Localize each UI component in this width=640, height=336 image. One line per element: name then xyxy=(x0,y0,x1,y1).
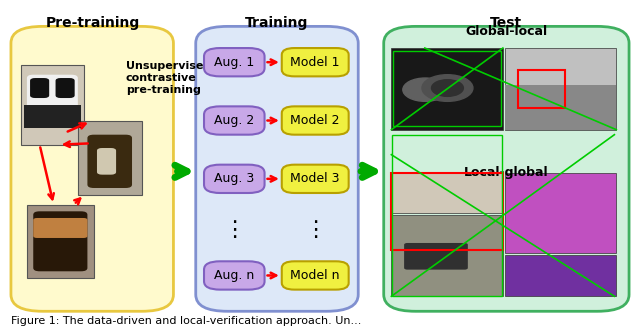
Text: Aug. 3: Aug. 3 xyxy=(214,172,255,185)
FancyBboxPatch shape xyxy=(97,148,116,175)
FancyBboxPatch shape xyxy=(196,27,358,311)
Text: Model 2: Model 2 xyxy=(291,114,340,127)
FancyBboxPatch shape xyxy=(505,255,616,296)
FancyBboxPatch shape xyxy=(24,105,81,128)
Text: Model 1: Model 1 xyxy=(291,56,340,69)
FancyBboxPatch shape xyxy=(384,27,629,311)
Text: Aug. 2: Aug. 2 xyxy=(214,114,255,127)
Text: Model 3: Model 3 xyxy=(291,172,340,185)
FancyBboxPatch shape xyxy=(204,48,264,76)
FancyBboxPatch shape xyxy=(282,261,349,290)
FancyBboxPatch shape xyxy=(282,48,349,76)
Text: Figure 1: The data-driven and local-verification approach. Un...: Figure 1: The data-driven and local-veri… xyxy=(11,316,362,326)
FancyBboxPatch shape xyxy=(505,48,616,130)
FancyBboxPatch shape xyxy=(33,218,88,238)
Text: Global-local: Global-local xyxy=(465,25,547,38)
Circle shape xyxy=(422,75,473,101)
FancyBboxPatch shape xyxy=(282,107,349,135)
Text: Aug. n: Aug. n xyxy=(214,269,255,282)
FancyBboxPatch shape xyxy=(392,48,503,130)
FancyBboxPatch shape xyxy=(204,107,264,135)
FancyBboxPatch shape xyxy=(20,65,84,145)
Text: Aug. 1: Aug. 1 xyxy=(214,56,255,69)
FancyBboxPatch shape xyxy=(282,165,349,193)
Text: Training: Training xyxy=(245,16,308,30)
FancyBboxPatch shape xyxy=(27,205,94,278)
Circle shape xyxy=(431,80,463,96)
Text: ⋮: ⋮ xyxy=(304,220,326,240)
FancyBboxPatch shape xyxy=(392,173,503,213)
FancyBboxPatch shape xyxy=(204,165,264,193)
FancyBboxPatch shape xyxy=(88,135,132,188)
Text: Local-global: Local-global xyxy=(464,166,548,179)
Text: Unsupervised
contrastive
pre-training: Unsupervised contrastive pre-training xyxy=(125,61,211,94)
FancyBboxPatch shape xyxy=(505,173,616,253)
FancyBboxPatch shape xyxy=(392,215,503,296)
FancyBboxPatch shape xyxy=(27,75,78,128)
FancyBboxPatch shape xyxy=(56,78,75,98)
Text: Pre-training: Pre-training xyxy=(45,16,140,30)
FancyBboxPatch shape xyxy=(204,261,264,290)
FancyBboxPatch shape xyxy=(78,121,141,195)
FancyBboxPatch shape xyxy=(11,27,173,311)
FancyBboxPatch shape xyxy=(30,78,49,98)
FancyBboxPatch shape xyxy=(404,243,468,269)
Text: Test: Test xyxy=(490,16,522,30)
Text: Model n: Model n xyxy=(291,269,340,282)
Circle shape xyxy=(403,78,447,101)
FancyBboxPatch shape xyxy=(505,85,616,130)
FancyBboxPatch shape xyxy=(33,211,88,271)
Text: ⋮: ⋮ xyxy=(223,220,245,240)
